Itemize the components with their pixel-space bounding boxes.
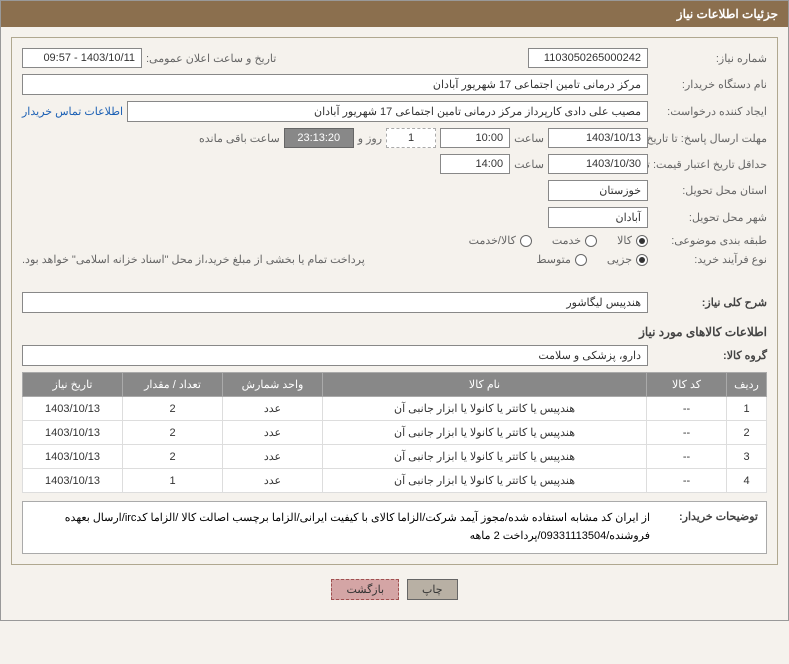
buyer-label: نام دستگاه خریدار: [652,78,767,91]
radio-medium[interactable] [575,254,587,266]
province-value: خوزستان [548,180,648,201]
items-header: اطلاعات کالاهای مورد نیاز [22,325,767,339]
validity-date: 1403/10/30 [548,154,648,174]
hour-label-1: ساعت [514,132,544,145]
main-container: جزئیات اطلاعات نیاز شماره نیاز: 11030502… [0,0,789,621]
radio-goods[interactable] [636,235,648,247]
province-label: استان محل تحویل: [652,184,767,197]
table-cell: 1403/10/13 [23,445,123,469]
items-table: ردیف کد کالا نام کالا واحد شمارش تعداد /… [22,372,767,493]
radio-partial-label: جزیی [607,253,632,266]
description-label: توضیحات خریدار: [658,510,758,545]
form-fieldset: شماره نیاز: 1103050265000242 تاریخ و ساع… [11,37,778,565]
buyer-value: مرکز درمانی تامین اجتماعی 17 شهریور آباد… [22,74,648,95]
radio-both[interactable] [520,235,532,247]
process-radios: جزیی متوسط [536,253,648,266]
group-value: دارو، پزشکی و سلامت [22,345,648,366]
th-qty: تعداد / مقدار [123,373,223,397]
day-label: روز و [358,132,382,145]
table-cell: هندپیس یا کاتتر یا کانولا یا ابزار جانبی… [323,397,647,421]
table-cell: عدد [223,469,323,493]
summary-label: شرح کلی نیاز: [652,296,767,309]
th-name: نام کالا [323,373,647,397]
need-number-label: شماره نیاز: [652,52,767,65]
process-label: نوع فرآیند خرید: [652,253,767,266]
table-cell: 1403/10/13 [23,469,123,493]
table-cell: 2 [727,421,767,445]
validity-time: 14:00 [440,154,510,174]
table-cell: 4 [727,469,767,493]
table-cell: عدد [223,421,323,445]
table-cell: هندپیس یا کاتتر یا کانولا یا ابزار جانبی… [323,421,647,445]
table-cell: -- [647,445,727,469]
summary-value: هندپیس لیگاشور [22,292,648,313]
need-number-value: 1103050265000242 [528,48,648,68]
remain-time: 23:13:20 [284,128,354,148]
deadline-label: مهلت ارسال پاسخ: تا تاریخ: [652,132,767,145]
table-cell: عدد [223,445,323,469]
deadline-time: 10:00 [440,128,510,148]
th-date: تاریخ نیاز [23,373,123,397]
back-button[interactable]: بازگشت [331,579,399,600]
table-row: 2--هندپیس یا کاتتر یا کانولا یا ابزار جا… [23,421,767,445]
deadline-date: 1403/10/13 [548,128,648,148]
remain-label: ساعت باقی مانده [199,132,280,145]
announce-date-label: تاریخ و ساعت اعلان عمومی: [146,52,276,65]
radio-medium-label: متوسط [536,253,571,266]
title-bar: جزئیات اطلاعات نیاز [1,1,788,27]
payment-note: پرداخت تمام یا بخشی از مبلغ خرید،از محل … [22,253,365,266]
description-box: توضیحات خریدار: از ایران کد مشابه استفاد… [22,501,767,554]
radio-service-label: خدمت [552,234,581,247]
category-label: طبقه بندی موضوعی: [652,234,767,247]
table-cell: 2 [123,421,223,445]
creator-value: مصیب علی دادی کارپرداز مرکز درمانی تامین… [127,101,648,122]
table-cell: عدد [223,397,323,421]
table-cell: هندپیس یا کاتتر یا کانولا یا ابزار جانبی… [323,469,647,493]
th-row: ردیف [727,373,767,397]
category-radios: کالا خدمت کالا/خدمت [469,234,648,247]
radio-both-label: کالا/خدمت [469,234,516,247]
th-unit: واحد شمارش [223,373,323,397]
table-cell: -- [647,469,727,493]
table-cell: هندپیس یا کاتتر یا کانولا یا ابزار جانبی… [323,445,647,469]
table-cell: 1 [123,469,223,493]
th-code: کد کالا [647,373,727,397]
table-cell: 2 [123,397,223,421]
table-cell: 1403/10/13 [23,421,123,445]
table-cell: 3 [727,445,767,469]
table-row: 3--هندپیس یا کاتتر یا کانولا یا ابزار جا… [23,445,767,469]
table-cell: 2 [123,445,223,469]
group-label: گروه کالا: [652,349,767,362]
creator-label: ایجاد کننده درخواست: [652,105,767,118]
radio-service[interactable] [585,235,597,247]
city-value: آبادان [548,207,648,228]
validity-label: حداقل تاریخ اعتبار قیمت: تا تاریخ: [652,158,767,171]
contact-link[interactable]: اطلاعات تماس خریدار [22,105,123,118]
city-label: شهر محل تحویل: [652,211,767,224]
radio-partial[interactable] [636,254,648,266]
print-button[interactable]: چاپ [407,579,458,600]
table-cell: -- [647,421,727,445]
description-text: از ایران کد مشابه استفاده شده/مجوز آیمد … [31,510,650,545]
table-cell: -- [647,397,727,421]
announce-date-value: 1403/10/11 - 09:57 [22,48,142,68]
table-cell: 1403/10/13 [23,397,123,421]
hour-label-2: ساعت [514,158,544,171]
table-cell: 1 [727,397,767,421]
table-row: 1--هندپیس یا کاتتر یا کانولا یا ابزار جا… [23,397,767,421]
radio-goods-label: کالا [617,234,632,247]
table-row: 4--هندپیس یا کاتتر یا کانولا یا ابزار جا… [23,469,767,493]
day-count: 1 [386,128,436,148]
